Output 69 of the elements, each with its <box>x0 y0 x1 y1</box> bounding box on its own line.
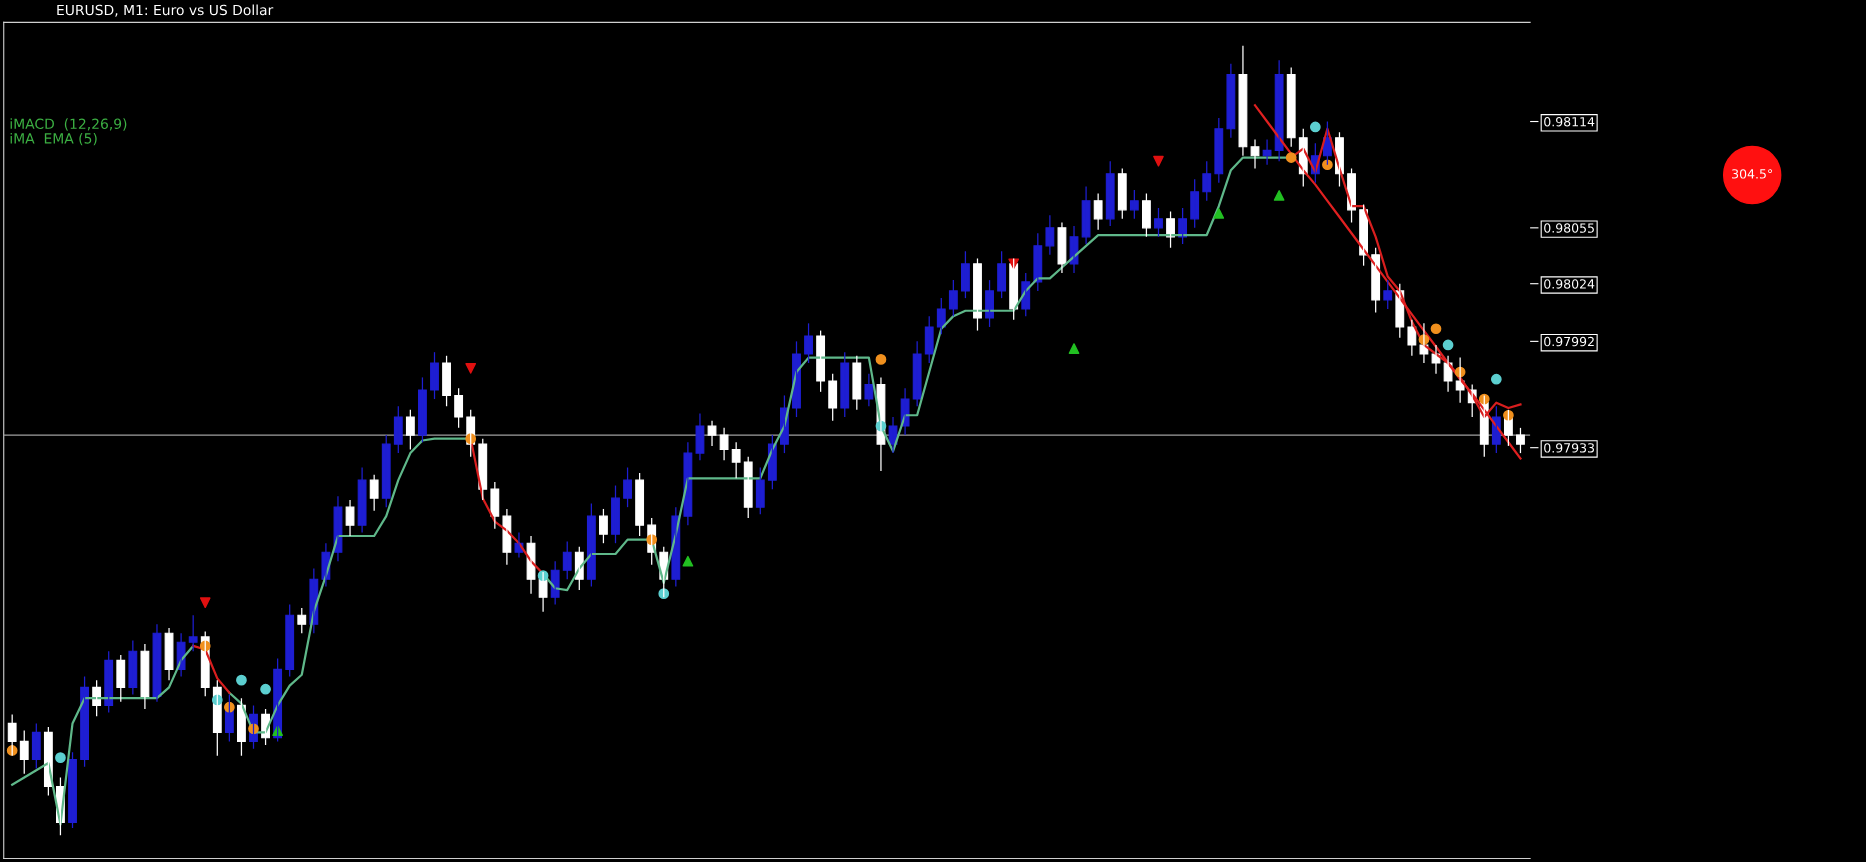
candlestick <box>1190 178 1200 229</box>
y-tick-label: 0.98055 <box>1544 223 1594 233</box>
candlestick <box>19 729 29 775</box>
point <box>1322 159 1333 171</box>
point <box>1213 208 1225 219</box>
candlestick <box>285 603 295 678</box>
candlestick <box>188 614 198 652</box>
candlestick <box>912 340 922 407</box>
annotation: iMA EMA (5) <box>10 132 97 146</box>
candlestick <box>731 441 741 479</box>
candlestick <box>840 351 850 418</box>
y-tick-label: 0.97992 <box>1544 336 1594 347</box>
candlestick <box>1154 207 1163 238</box>
candlestick <box>755 466 765 515</box>
candlestick <box>635 472 645 537</box>
annotation: iMACD (12,26,9) <box>10 118 127 131</box>
candlestick <box>1117 167 1127 220</box>
candlestick <box>128 639 138 696</box>
chart-title: EURUSD, M1: Euro vs US Dollar <box>57 4 274 17</box>
point <box>875 354 887 365</box>
point <box>1490 373 1502 385</box>
candlestick <box>454 387 464 429</box>
candlestick <box>623 466 632 508</box>
point <box>1430 323 1442 335</box>
candlestick <box>611 484 620 544</box>
candlestick <box>418 376 427 443</box>
candlestick <box>997 250 1007 299</box>
point <box>1273 190 1285 201</box>
candlestick <box>405 409 415 451</box>
candlestick <box>948 279 958 317</box>
candlestick <box>1202 160 1212 202</box>
candlestick <box>852 355 862 411</box>
point <box>682 555 694 567</box>
point <box>1153 155 1164 167</box>
point <box>199 597 211 609</box>
point <box>1309 121 1321 133</box>
candlestick <box>31 722 41 770</box>
candlestick <box>804 322 813 364</box>
candlestick <box>116 654 126 703</box>
candlestick <box>961 250 970 299</box>
candlestick <box>369 474 379 512</box>
candlestick <box>924 315 934 364</box>
candlestick <box>1129 189 1139 220</box>
y-tick-label: 0.98114 <box>1544 117 1595 127</box>
point <box>55 752 66 763</box>
candlestick <box>1516 427 1525 454</box>
candlestick <box>562 540 572 580</box>
point <box>1285 152 1297 163</box>
candlestick <box>430 351 439 400</box>
candlestick <box>1286 66 1296 148</box>
y-tick-label: 0.98024 <box>1544 279 1595 289</box>
candlestick <box>297 607 307 634</box>
candlestick <box>1141 192 1151 238</box>
point <box>260 683 271 695</box>
point <box>236 674 247 686</box>
candlestick <box>1250 138 1260 170</box>
point <box>465 363 477 374</box>
candlestick <box>1214 117 1224 184</box>
point <box>1442 339 1454 351</box>
y-tick-label: 0.97933 <box>1544 443 1594 453</box>
candlestick <box>442 355 451 407</box>
candlestick <box>393 405 403 454</box>
candlestick <box>1105 160 1115 227</box>
point <box>1068 343 1080 354</box>
text: 304.5° <box>1732 169 1772 179</box>
candlestick <box>599 508 608 544</box>
candlestick <box>828 373 838 422</box>
candlestick <box>1383 279 1393 310</box>
candlestick <box>381 434 391 508</box>
